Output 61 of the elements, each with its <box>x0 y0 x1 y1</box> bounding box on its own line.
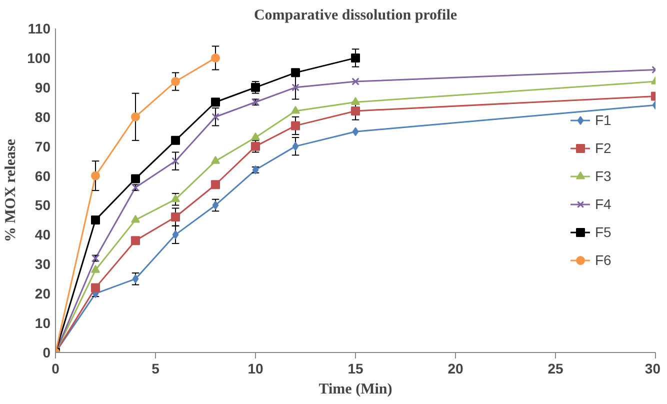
point <box>211 98 220 107</box>
y-tick-label: 10 <box>34 315 51 332</box>
x-tick-label: 25 <box>548 360 564 376</box>
point <box>292 83 300 92</box>
x-tick-label: 30 <box>644 360 661 376</box>
point <box>251 132 260 140</box>
point <box>352 127 359 136</box>
point <box>351 53 360 62</box>
point <box>251 142 260 151</box>
x-tick-label: 20 <box>448 360 464 376</box>
point <box>131 112 140 122</box>
legend-label: F3 <box>595 168 612 184</box>
point <box>91 283 100 292</box>
x-tick-label: 10 <box>248 360 264 376</box>
point <box>91 215 100 224</box>
point <box>292 142 299 151</box>
point <box>352 78 360 86</box>
y-axis-title: % MOX release <box>3 138 20 242</box>
y-tick-label: 50 <box>34 197 51 214</box>
y-tick-label: 30 <box>34 256 51 272</box>
point <box>131 236 140 246</box>
y-tick-label: 100 <box>27 50 51 66</box>
y-tick-label: 80 <box>34 108 51 125</box>
point <box>211 180 220 190</box>
point <box>131 214 140 223</box>
point <box>131 174 140 184</box>
point <box>171 136 180 145</box>
y-tick-label: 0 <box>42 344 51 360</box>
point <box>251 82 260 92</box>
point <box>212 112 220 121</box>
legend-label: F2 <box>595 140 612 156</box>
legend-label: F5 <box>595 224 612 240</box>
point <box>211 53 220 62</box>
y-tick-label: 70 <box>34 138 51 154</box>
legend-label: F6 <box>595 252 612 268</box>
point <box>291 121 300 130</box>
x-tick-label: 15 <box>348 360 364 376</box>
chart-title: Comparative dissolution profile <box>254 8 458 24</box>
point <box>91 171 100 180</box>
x-tick-label: 5 <box>152 360 160 376</box>
y-tick-label: 90 <box>34 79 51 96</box>
x-axis-title: Time (Min) <box>318 382 392 398</box>
y-tick-label: 110 <box>28 20 51 36</box>
legend-label: F1 <box>595 112 612 128</box>
point <box>212 200 219 210</box>
point <box>211 156 220 164</box>
point <box>132 274 139 284</box>
point <box>171 212 180 222</box>
y-tick-label: 20 <box>34 286 51 302</box>
point <box>171 194 180 202</box>
point <box>351 106 360 116</box>
point <box>172 157 180 165</box>
legend-label: F4 <box>595 196 612 212</box>
point <box>351 97 360 105</box>
y-tick-label: 60 <box>34 168 51 184</box>
point <box>291 68 300 78</box>
point <box>291 106 300 114</box>
point <box>172 230 179 240</box>
point <box>171 77 180 86</box>
point <box>91 264 100 273</box>
y-tick-label: 40 <box>34 226 51 243</box>
